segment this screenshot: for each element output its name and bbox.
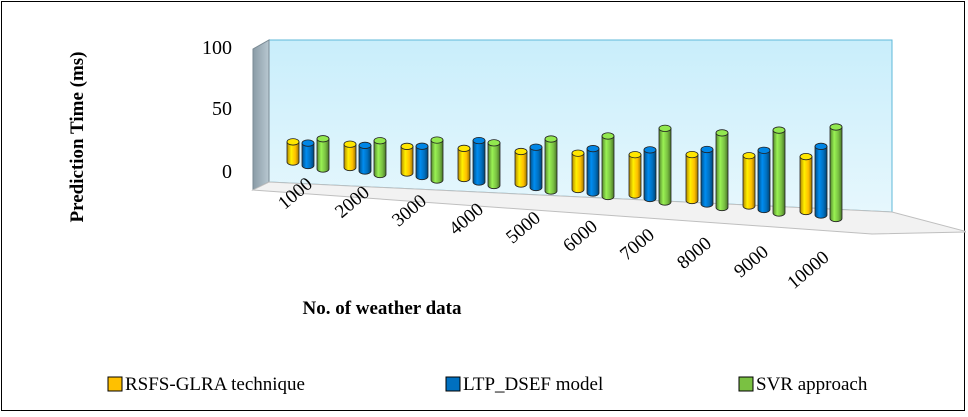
legend-swatch-rsfs-glra bbox=[107, 376, 123, 392]
bar bbox=[571, 149, 585, 194]
bar bbox=[772, 126, 786, 217]
bar bbox=[430, 136, 444, 184]
bar bbox=[529, 143, 543, 192]
bars-group bbox=[286, 123, 843, 223]
bar bbox=[457, 144, 471, 183]
y-tick-label: 50 bbox=[212, 98, 232, 120]
y-tick-label: 0 bbox=[222, 161, 232, 183]
bar bbox=[415, 142, 429, 181]
bar bbox=[301, 139, 315, 170]
x-tick-label: 9000 bbox=[730, 242, 773, 283]
bar bbox=[685, 150, 699, 205]
x-axis-title: No. of weather data bbox=[302, 298, 462, 319]
x-tick-label: 6000 bbox=[559, 216, 602, 257]
x-tick-label: 10000 bbox=[784, 247, 834, 294]
legend-swatch-ltp-dsef bbox=[445, 376, 461, 392]
bar bbox=[700, 145, 714, 208]
bar bbox=[286, 138, 300, 166]
x-tick-label: 5000 bbox=[502, 208, 545, 249]
bar bbox=[514, 147, 528, 188]
bar bbox=[373, 137, 387, 179]
bar bbox=[715, 129, 729, 212]
bar bbox=[487, 139, 501, 190]
legend: RSFS-GLRA technique LTP_DSEF model SVR a… bbox=[107, 374, 868, 395]
bar bbox=[544, 135, 558, 195]
bar bbox=[316, 135, 330, 173]
bar bbox=[643, 146, 657, 203]
bar bbox=[658, 124, 672, 206]
x-tick-label: 8000 bbox=[673, 233, 716, 274]
bar bbox=[829, 123, 843, 223]
legend-swatch-svr bbox=[738, 376, 754, 392]
legend-label-ltp-dsef: LTP_DSEF model bbox=[463, 374, 603, 395]
y-tick-label: 100 bbox=[202, 37, 232, 59]
bar bbox=[814, 142, 828, 219]
floor bbox=[251, 181, 968, 235]
legend-label-rsfs-glra: RSFS-GLRA technique bbox=[125, 374, 305, 395]
x-tick-label: 7000 bbox=[616, 225, 659, 266]
legend-label-svr: SVR approach bbox=[756, 374, 868, 395]
legend-item-ltp-dsef: LTP_DSEF model bbox=[445, 374, 603, 395]
bar bbox=[472, 136, 486, 186]
legend-item-rsfs-glra: RSFS-GLRA technique bbox=[107, 374, 305, 395]
bar bbox=[628, 151, 642, 199]
bar bbox=[343, 140, 357, 172]
bar bbox=[601, 132, 615, 201]
bar bbox=[742, 152, 756, 210]
chart: 100 50 0 Prediction Time (ms) 1000 2000 30… bbox=[67, 37, 968, 395]
side-wall bbox=[252, 39, 270, 191]
bar bbox=[400, 142, 414, 177]
bar bbox=[799, 153, 813, 216]
bar bbox=[358, 141, 372, 175]
legend-item-svr: SVR approach bbox=[738, 374, 868, 395]
bar bbox=[757, 146, 771, 214]
y-axis-title: Prediction Time (ms) bbox=[67, 52, 88, 223]
bar bbox=[586, 145, 600, 197]
